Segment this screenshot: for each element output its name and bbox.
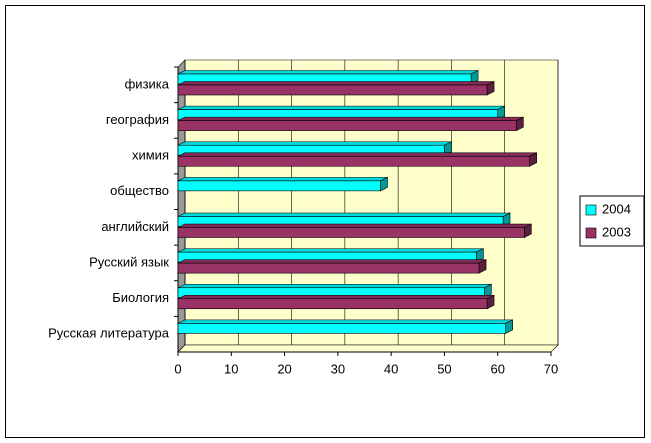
bar-top — [177, 141, 452, 146]
legend-swatch — [585, 227, 597, 239]
x-tick-label: 70 — [544, 361, 558, 376]
x-tick-label: 30 — [331, 361, 345, 376]
y-tick-label: английский — [101, 219, 169, 234]
bar — [177, 155, 530, 167]
x-tick-label: 60 — [490, 361, 504, 376]
legend-label: 2004 — [602, 201, 631, 216]
bar-top — [177, 319, 513, 324]
bar-top — [177, 152, 537, 157]
y-tick-label: физика — [125, 76, 170, 91]
bar — [177, 298, 488, 310]
bar — [177, 262, 480, 274]
bar-top — [177, 294, 495, 300]
bar-top — [177, 70, 479, 75]
y-tick-label: Русская литература — [48, 326, 170, 341]
x-tick-label: 10 — [224, 361, 238, 376]
bar-top — [177, 105, 505, 110]
bar — [177, 227, 525, 238]
bar-top — [177, 116, 524, 121]
bar-top — [177, 223, 532, 228]
x-tick-label: 40 — [384, 361, 398, 376]
bar-top — [177, 177, 388, 182]
legend-label: 2003 — [602, 224, 631, 239]
bar-top — [177, 81, 495, 86]
floor — [177, 344, 559, 353]
y-tick-label: Русский язык — [89, 254, 169, 269]
bar-top — [177, 212, 511, 217]
y-tick-label: химия — [132, 148, 169, 163]
y-tick-label: Биология — [112, 290, 169, 305]
x-tick-label: 50 — [437, 361, 451, 376]
bar — [177, 180, 381, 192]
legend-swatch — [585, 204, 597, 216]
x-tick-label: 20 — [277, 361, 291, 376]
bar-top — [177, 248, 484, 253]
bar-top — [177, 259, 487, 264]
bar — [177, 120, 517, 131]
y-tick-label: общество — [110, 183, 169, 198]
x-tick-label: 0 — [174, 361, 181, 376]
y-tick-label: география — [106, 112, 169, 127]
bar — [177, 84, 488, 96]
bar-top — [177, 283, 492, 289]
bar — [177, 323, 507, 334]
